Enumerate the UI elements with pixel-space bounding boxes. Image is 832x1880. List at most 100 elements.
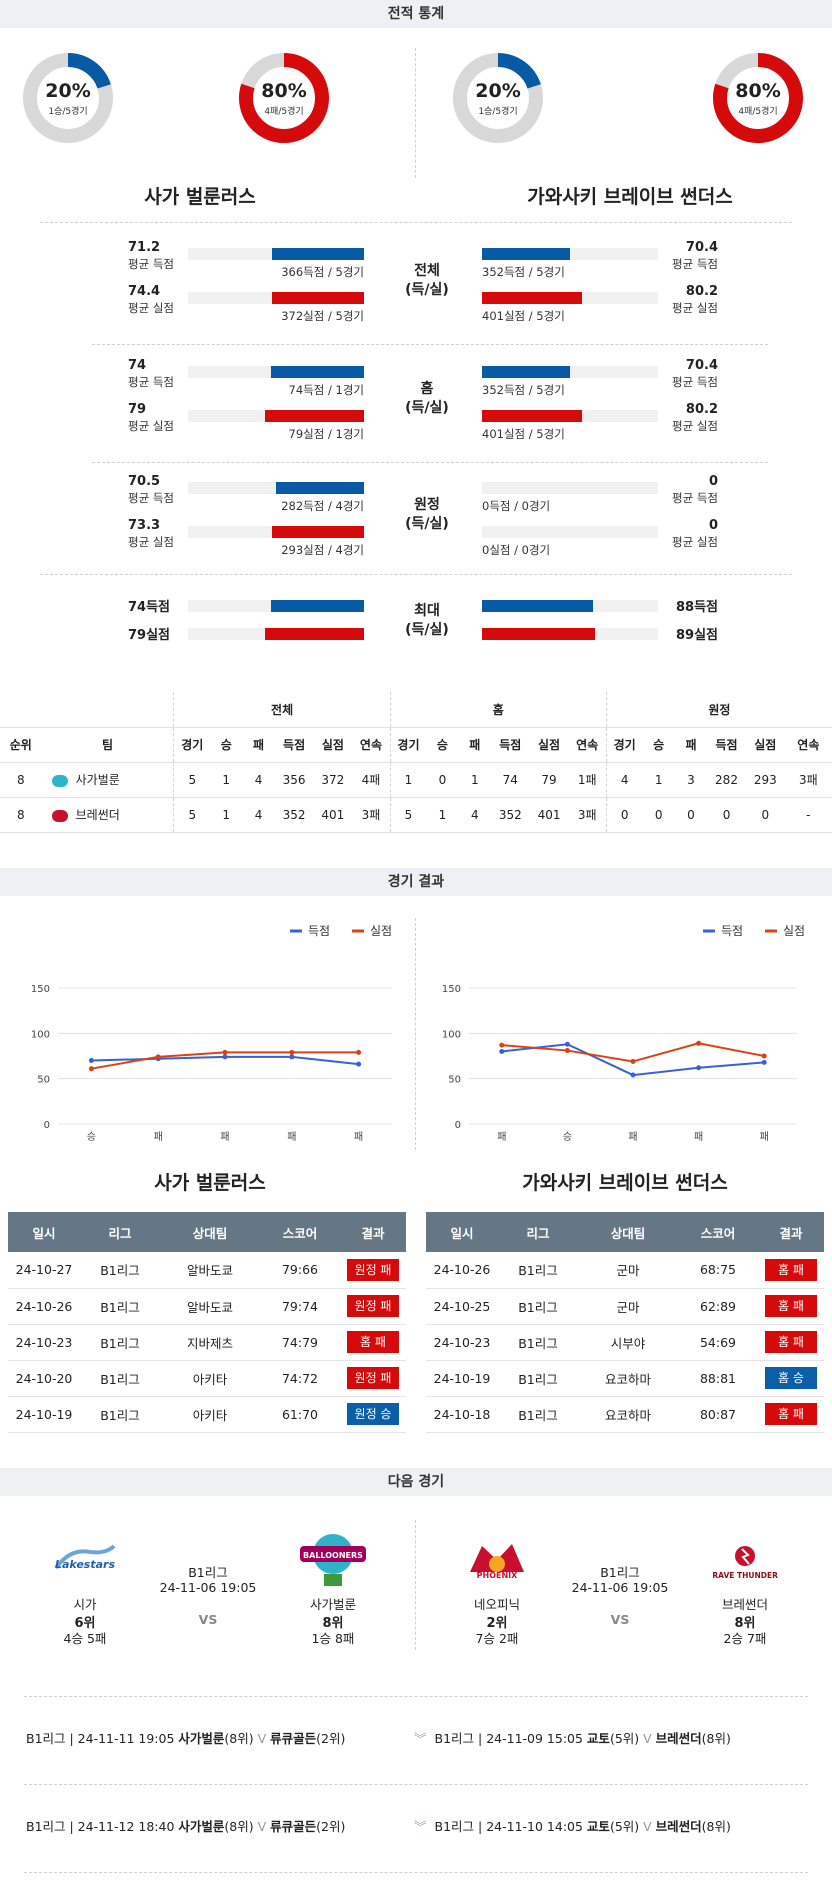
ballooners-mini-icon <box>51 774 68 787</box>
schedule-item[interactable]: B1리그 | 24-11-11 19:05 사가벌룬(8위) V 류큐골든(2위… <box>26 1728 345 1747</box>
y-tick-label: 50 <box>448 1075 461 1086</box>
schedule-item[interactable]: ︾ B1리그 | 24-11-10 14:05 교토(5위) V 브레썬더(8위) <box>414 1816 731 1835</box>
stat-cell: 4 <box>458 797 491 833</box>
stat-bar-track <box>188 526 364 538</box>
stat-label: 평균 실점 <box>672 419 718 433</box>
standings-col-header: 승 <box>210 727 243 763</box>
schedule-team-a: 사가벌룬 <box>178 1731 225 1746</box>
stat-category: 원정 (득/실) <box>405 497 449 532</box>
standings-col-header: 패 <box>674 727 708 763</box>
series-point <box>696 1040 702 1046</box>
next-team-rank: 8위 <box>322 1616 344 1631</box>
schedule-rank-a: (8위) <box>224 1819 254 1834</box>
standings-col-header: 득점 <box>490 727 530 763</box>
result-badge: 원정 패 <box>347 1295 399 1317</box>
stat-value: 0 <box>708 474 718 489</box>
stat-value: 70.4 <box>685 358 718 373</box>
max-bar <box>482 628 595 640</box>
standings-col-header: 승 <box>426 727 459 763</box>
stat-value: 80.2 <box>685 402 718 417</box>
next-team-name: 사가벌룬 <box>309 1597 356 1612</box>
team-cell: 브레썬더 <box>41 797 175 833</box>
svg-text:BALLOONERS: BALLOONERS <box>303 1551 363 1560</box>
x-tick-label: 패 <box>354 1131 363 1143</box>
stat-value: 74 <box>128 358 147 373</box>
schedule-rank-b: (8위) <box>701 1819 731 1834</box>
team-name-right: 가와사키 브레이브 썬더스 <box>527 186 733 208</box>
results-table-right: 일시 리그 상대팀 스코어 결과 24-10-26 B1리그 군마 68:75 홈 패 24-10-… <box>426 1212 824 1433</box>
stat-cell: 4패 <box>352 762 391 798</box>
rank-cell: 8 <box>0 762 42 798</box>
y-tick-label: 50 <box>37 1075 50 1086</box>
standings-col-header: 경기 <box>390 727 427 763</box>
results-table-left: 일시 리그 상대팀 스코어 결과 24-10-27 B1리그 알바도쿄 79:66 원정 패 24-… <box>8 1212 406 1433</box>
stat-cell: 5 <box>173 762 211 798</box>
stat-bar-track <box>188 292 364 304</box>
schedule-info: B1리그 | 24-11-11 19:05 <box>26 1731 179 1746</box>
stat-bar-track <box>188 410 364 422</box>
table-row: 8 브레썬더 5 1 4 352 401 3패 5 1 4 352 401 3패 0 0 0 0 0- <box>0 797 832 833</box>
stat-bar-track <box>482 526 658 538</box>
result-badge: 홈 패 <box>765 1403 817 1425</box>
stat-cell: 4 <box>606 762 643 798</box>
win-rate-donut: 20% 1승/5경기 <box>452 52 544 144</box>
stat-bar <box>276 482 364 494</box>
x-tick-label: 패 <box>287 1131 296 1143</box>
series-point <box>222 1054 228 1060</box>
stat-cell: 1 <box>210 797 243 833</box>
stat-cell: 0 <box>674 797 708 833</box>
stat-bar <box>272 248 364 260</box>
stat-label: 평균 실점 <box>128 301 174 315</box>
next-time: 24-11-06 19:05 <box>571 1580 669 1595</box>
stat-bar-track <box>188 366 364 378</box>
legend-label: 실점 <box>783 924 805 938</box>
result-badge: 홈 패 <box>765 1295 817 1317</box>
stat-bar-text: 401실점 / 5경기 <box>482 427 565 441</box>
stat-cell: 401 <box>313 797 353 833</box>
stat-bar-text: 293실점 / 4경기 <box>281 543 364 557</box>
schedule-item[interactable]: ︾ B1리그 | 24-11-09 15:05 교토(5위) V 브레썬더(8위) <box>414 1728 731 1747</box>
standings-col-header: 연속 <box>568 727 607 763</box>
x-tick-label: 승 <box>563 1131 572 1143</box>
stat-cell: 0 <box>606 797 643 833</box>
stat-bar-text: 401실점 / 5경기 <box>482 309 565 323</box>
next-team-record: 4승 5패 <box>63 1631 107 1646</box>
stat-label: 평균 득점 <box>128 375 174 389</box>
table-row: 24-10-20 B1리그 아키타 74:72 원정 패 <box>8 1360 406 1397</box>
max-bar <box>271 600 364 612</box>
series-point <box>155 1054 161 1060</box>
stat-value: 73.3 <box>128 518 161 533</box>
donut-sub: 4패/5경기 <box>738 107 778 117</box>
stat-cell: 1 <box>210 762 243 798</box>
stat-value: 70.4 <box>685 240 718 255</box>
series-point <box>356 1061 362 1067</box>
stat-cell: 3패 <box>784 762 832 798</box>
max-value: 88득점 <box>675 600 718 615</box>
x-tick-label: 패 <box>694 1131 703 1143</box>
next-time: 24-11-06 19:05 <box>159 1580 257 1595</box>
stat-bar <box>272 526 364 538</box>
stat-cell: 79 <box>529 762 569 798</box>
schedule-item[interactable]: B1리그 | 24-11-12 18:40 사가벌룬(8위) V 류큐골든(2위… <box>26 1816 345 1835</box>
stat-category: 홈 (득/실) <box>405 381 449 416</box>
stat-cell: 0 <box>707 797 746 833</box>
results-col-header: 일시 <box>8 1212 80 1252</box>
stat-bar <box>272 292 364 304</box>
table-row: 24-10-27 B1리그 알바도쿄 79:66 원정 패 <box>8 1252 406 1289</box>
result-badge: 홈 패 <box>765 1331 817 1353</box>
legend-label: 득점 <box>721 924 743 938</box>
max-bar <box>482 600 593 612</box>
results-col-header: 스코어 <box>260 1212 340 1252</box>
schedule-team-a: 교토 <box>586 1819 610 1834</box>
chevron-down-icon: ︾ <box>414 1819 427 1834</box>
donut-sub: 1승/5경기 <box>48 107 88 117</box>
win-rate-donut: 20% 1승/5경기 <box>22 52 114 144</box>
stat-bar <box>271 366 364 378</box>
table-row: 24-10-18 B1리그 요코하마 80:87 홈 패 <box>426 1396 824 1433</box>
next-team-name: 브레썬더 <box>721 1597 768 1612</box>
stat-bar-text: 352득점 / 5경기 <box>482 265 565 279</box>
series-point <box>499 1042 505 1048</box>
stat-bar-text: 0득점 / 0경기 <box>482 499 551 513</box>
result-badge: 원정 승 <box>347 1403 399 1425</box>
standings-table: 전체 홈 원정 순위 팀 경기 승 패 득점 실점 연속 경기 승 패 득점 실점 연속 경기 승 패 득점 실점 연속 8 사… <box>0 692 832 833</box>
